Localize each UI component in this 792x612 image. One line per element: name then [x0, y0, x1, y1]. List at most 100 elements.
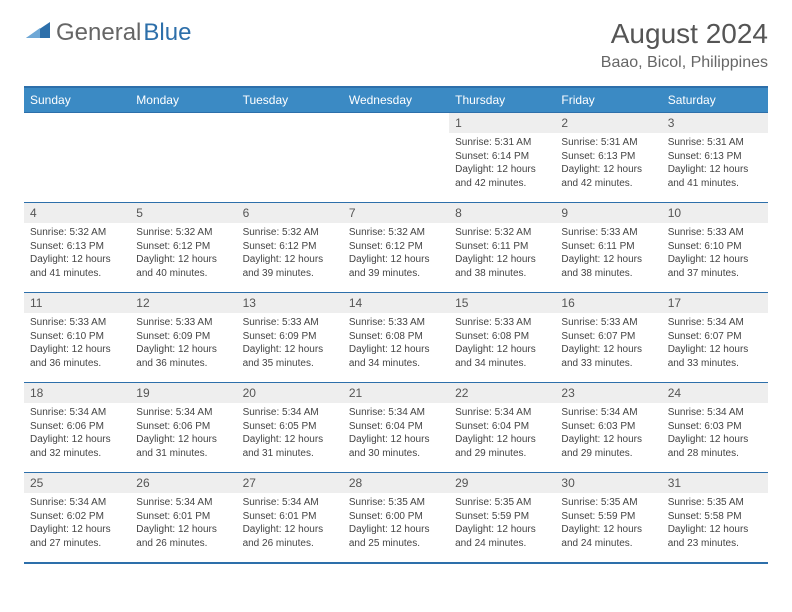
calendar-day-cell: 7Sunrise: 5:32 AMSunset: 6:12 PMDaylight… — [343, 203, 449, 293]
calendar-day-cell: 27Sunrise: 5:34 AMSunset: 6:01 PMDayligh… — [237, 473, 343, 563]
calendar-day-cell: 31Sunrise: 5:35 AMSunset: 5:58 PMDayligh… — [662, 473, 768, 563]
day-details: Sunrise: 5:34 AMSunset: 6:01 PMDaylight:… — [237, 493, 343, 554]
day-number: 23 — [555, 383, 661, 403]
day-details: Sunrise: 5:32 AMSunset: 6:12 PMDaylight:… — [343, 223, 449, 284]
day-number: 25 — [24, 473, 130, 493]
logo-text-blue: Blue — [143, 19, 191, 47]
calendar-day-cell: 15Sunrise: 5:33 AMSunset: 6:08 PMDayligh… — [449, 293, 555, 383]
calendar-week-row: 1Sunrise: 5:31 AMSunset: 6:14 PMDaylight… — [24, 113, 768, 203]
day-details: Sunrise: 5:34 AMSunset: 6:01 PMDaylight:… — [130, 493, 236, 554]
day-number: 19 — [130, 383, 236, 403]
day-of-week-cell: Sunday — [24, 87, 130, 113]
title-block: August 2024 Baao, Bicol, Philippines — [601, 18, 768, 72]
calendar-day-cell: 14Sunrise: 5:33 AMSunset: 6:08 PMDayligh… — [343, 293, 449, 383]
day-number: 24 — [662, 383, 768, 403]
day-details: Sunrise: 5:35 AMSunset: 6:00 PMDaylight:… — [343, 493, 449, 554]
day-number: 9 — [555, 203, 661, 223]
logo: General Blue — [24, 18, 191, 47]
calendar-day-cell: 10Sunrise: 5:33 AMSunset: 6:10 PMDayligh… — [662, 203, 768, 293]
calendar-day-cell: 2Sunrise: 5:31 AMSunset: 6:13 PMDaylight… — [555, 113, 661, 203]
day-details: Sunrise: 5:32 AMSunset: 6:11 PMDaylight:… — [449, 223, 555, 284]
location: Baao, Bicol, Philippines — [601, 54, 768, 72]
calendar-day-cell: 21Sunrise: 5:34 AMSunset: 6:04 PMDayligh… — [343, 383, 449, 473]
day-details: Sunrise: 5:34 AMSunset: 6:03 PMDaylight:… — [555, 403, 661, 464]
day-details: Sunrise: 5:34 AMSunset: 6:06 PMDaylight:… — [130, 403, 236, 464]
day-of-week-cell: Saturday — [662, 87, 768, 113]
day-number: 30 — [555, 473, 661, 493]
day-of-week-cell: Friday — [555, 87, 661, 113]
day-number: 12 — [130, 293, 236, 313]
calendar-day-cell: 9Sunrise: 5:33 AMSunset: 6:11 PMDaylight… — [555, 203, 661, 293]
day-details: Sunrise: 5:35 AMSunset: 5:59 PMDaylight:… — [449, 493, 555, 554]
calendar-week-row: 25Sunrise: 5:34 AMSunset: 6:02 PMDayligh… — [24, 473, 768, 563]
day-number: 16 — [555, 293, 661, 313]
day-details: Sunrise: 5:33 AMSunset: 6:10 PMDaylight:… — [662, 223, 768, 284]
calendar-day-cell: 11Sunrise: 5:33 AMSunset: 6:10 PMDayligh… — [24, 293, 130, 383]
header: General Blue August 2024 Baao, Bicol, Ph… — [24, 18, 768, 72]
day-details: Sunrise: 5:33 AMSunset: 6:09 PMDaylight:… — [130, 313, 236, 374]
day-number: 14 — [343, 293, 449, 313]
day-details: Sunrise: 5:31 AMSunset: 6:13 PMDaylight:… — [555, 133, 661, 194]
calendar-day-cell: 22Sunrise: 5:34 AMSunset: 6:04 PMDayligh… — [449, 383, 555, 473]
day-details: Sunrise: 5:35 AMSunset: 5:58 PMDaylight:… — [662, 493, 768, 554]
day-number: 15 — [449, 293, 555, 313]
calendar-day-cell: 12Sunrise: 5:33 AMSunset: 6:09 PMDayligh… — [130, 293, 236, 383]
day-details: Sunrise: 5:33 AMSunset: 6:08 PMDaylight:… — [449, 313, 555, 374]
day-details: Sunrise: 5:34 AMSunset: 6:07 PMDaylight:… — [662, 313, 768, 374]
calendar-day-cell: 19Sunrise: 5:34 AMSunset: 6:06 PMDayligh… — [130, 383, 236, 473]
calendar-day-cell: 30Sunrise: 5:35 AMSunset: 5:59 PMDayligh… — [555, 473, 661, 563]
calendar-day-cell — [130, 113, 236, 203]
day-number: 26 — [130, 473, 236, 493]
day-number: 22 — [449, 383, 555, 403]
calendar-day-cell — [24, 113, 130, 203]
day-details: Sunrise: 5:32 AMSunset: 6:12 PMDaylight:… — [237, 223, 343, 284]
calendar-day-cell: 16Sunrise: 5:33 AMSunset: 6:07 PMDayligh… — [555, 293, 661, 383]
logo-text-general: General — [56, 19, 141, 47]
day-details: Sunrise: 5:32 AMSunset: 6:12 PMDaylight:… — [130, 223, 236, 284]
calendar-day-cell: 6Sunrise: 5:32 AMSunset: 6:12 PMDaylight… — [237, 203, 343, 293]
calendar-day-cell: 1Sunrise: 5:31 AMSunset: 6:14 PMDaylight… — [449, 113, 555, 203]
day-of-week-cell: Wednesday — [343, 87, 449, 113]
calendar-day-cell: 24Sunrise: 5:34 AMSunset: 6:03 PMDayligh… — [662, 383, 768, 473]
calendar-week-row: 4Sunrise: 5:32 AMSunset: 6:13 PMDaylight… — [24, 203, 768, 293]
day-number: 2 — [555, 113, 661, 133]
day-number: 10 — [662, 203, 768, 223]
day-details: Sunrise: 5:33 AMSunset: 6:07 PMDaylight:… — [555, 313, 661, 374]
day-number: 3 — [662, 113, 768, 133]
day-number: 31 — [662, 473, 768, 493]
calendar-day-cell: 13Sunrise: 5:33 AMSunset: 6:09 PMDayligh… — [237, 293, 343, 383]
day-details: Sunrise: 5:33 AMSunset: 6:11 PMDaylight:… — [555, 223, 661, 284]
day-number: 8 — [449, 203, 555, 223]
day-of-week-cell: Thursday — [449, 87, 555, 113]
calendar-week-row: 11Sunrise: 5:33 AMSunset: 6:10 PMDayligh… — [24, 293, 768, 383]
calendar-day-cell — [343, 113, 449, 203]
day-details: Sunrise: 5:31 AMSunset: 6:14 PMDaylight:… — [449, 133, 555, 194]
day-details: Sunrise: 5:33 AMSunset: 6:09 PMDaylight:… — [237, 313, 343, 374]
day-of-week-cell: Tuesday — [237, 87, 343, 113]
day-details: Sunrise: 5:33 AMSunset: 6:08 PMDaylight:… — [343, 313, 449, 374]
day-number: 18 — [24, 383, 130, 403]
calendar-week-row: 18Sunrise: 5:34 AMSunset: 6:06 PMDayligh… — [24, 383, 768, 473]
day-details: Sunrise: 5:34 AMSunset: 6:04 PMDaylight:… — [343, 403, 449, 464]
calendar-day-cell: 5Sunrise: 5:32 AMSunset: 6:12 PMDaylight… — [130, 203, 236, 293]
day-details: Sunrise: 5:34 AMSunset: 6:05 PMDaylight:… — [237, 403, 343, 464]
day-number: 13 — [237, 293, 343, 313]
day-details: Sunrise: 5:32 AMSunset: 6:13 PMDaylight:… — [24, 223, 130, 284]
day-number: 21 — [343, 383, 449, 403]
calendar-day-cell: 23Sunrise: 5:34 AMSunset: 6:03 PMDayligh… — [555, 383, 661, 473]
day-details: Sunrise: 5:34 AMSunset: 6:06 PMDaylight:… — [24, 403, 130, 464]
calendar-day-cell: 28Sunrise: 5:35 AMSunset: 6:00 PMDayligh… — [343, 473, 449, 563]
day-number: 4 — [24, 203, 130, 223]
day-number: 6 — [237, 203, 343, 223]
day-details: Sunrise: 5:34 AMSunset: 6:02 PMDaylight:… — [24, 493, 130, 554]
day-details: Sunrise: 5:34 AMSunset: 6:04 PMDaylight:… — [449, 403, 555, 464]
day-number: 7 — [343, 203, 449, 223]
logo-icon — [24, 18, 52, 47]
calendar-day-cell: 8Sunrise: 5:32 AMSunset: 6:11 PMDaylight… — [449, 203, 555, 293]
calendar-day-cell: 3Sunrise: 5:31 AMSunset: 6:13 PMDaylight… — [662, 113, 768, 203]
calendar-day-cell: 25Sunrise: 5:34 AMSunset: 6:02 PMDayligh… — [24, 473, 130, 563]
day-details: Sunrise: 5:35 AMSunset: 5:59 PMDaylight:… — [555, 493, 661, 554]
calendar-day-cell: 29Sunrise: 5:35 AMSunset: 5:59 PMDayligh… — [449, 473, 555, 563]
calendar-day-cell: 17Sunrise: 5:34 AMSunset: 6:07 PMDayligh… — [662, 293, 768, 383]
day-of-week-row: SundayMondayTuesdayWednesdayThursdayFrid… — [24, 87, 768, 113]
